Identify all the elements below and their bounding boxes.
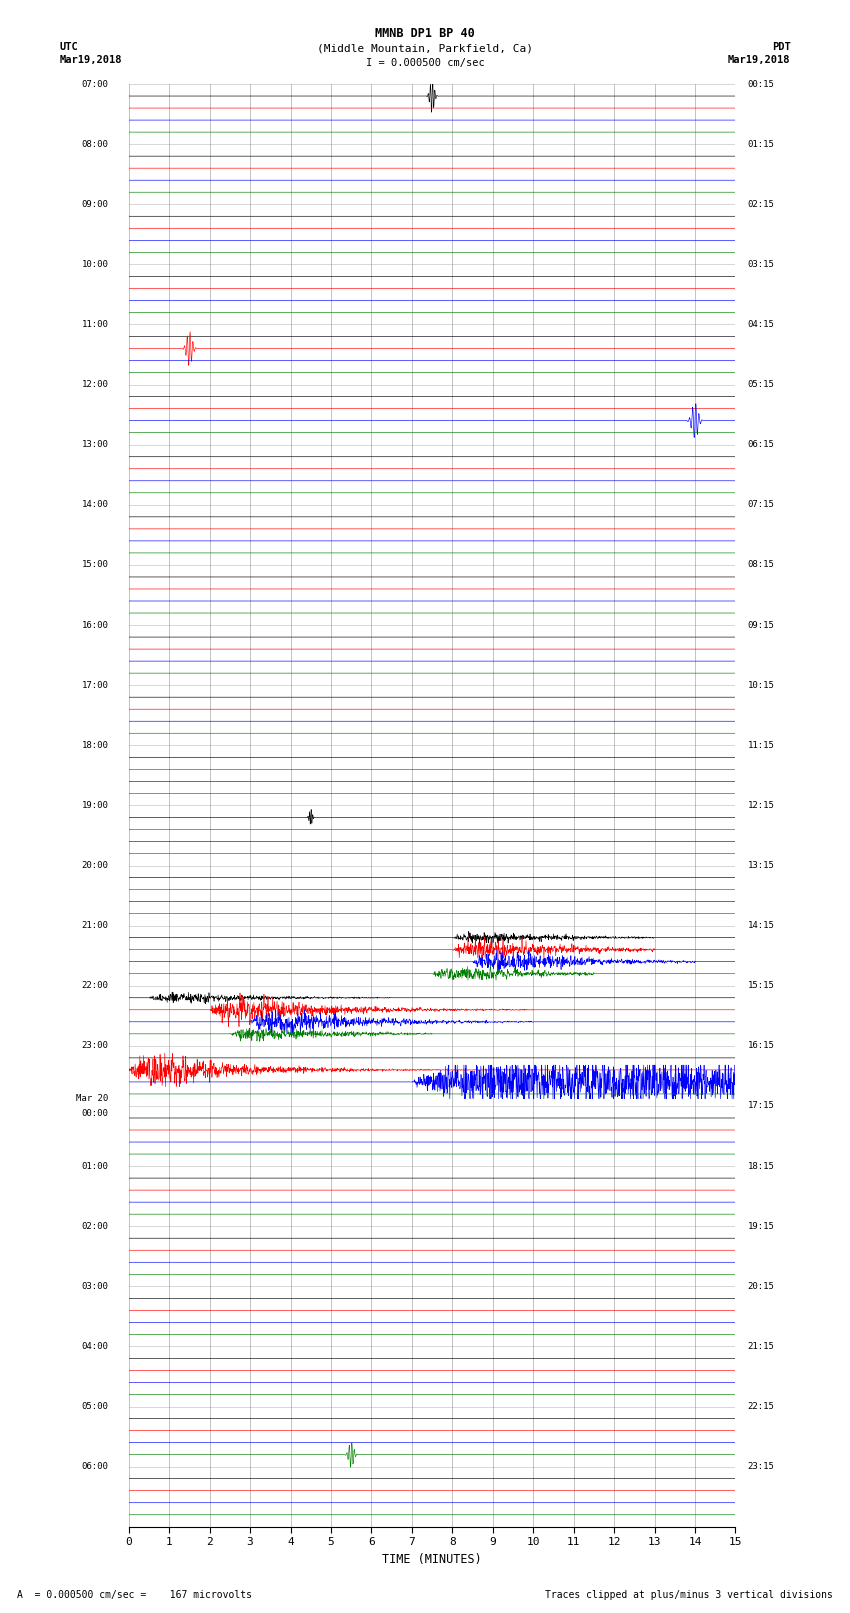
Text: 17:15: 17:15 <box>748 1102 774 1110</box>
Text: 04:00: 04:00 <box>82 1342 109 1352</box>
Text: 12:00: 12:00 <box>82 381 109 389</box>
Text: 10:00: 10:00 <box>82 260 109 269</box>
Text: 09:00: 09:00 <box>82 200 109 208</box>
Text: 21:15: 21:15 <box>748 1342 774 1352</box>
Text: 06:15: 06:15 <box>748 440 774 448</box>
Text: 08:00: 08:00 <box>82 140 109 148</box>
Text: 20:15: 20:15 <box>748 1282 774 1290</box>
Text: 03:00: 03:00 <box>82 1282 109 1290</box>
Text: 16:15: 16:15 <box>748 1042 774 1050</box>
Text: 04:15: 04:15 <box>748 319 774 329</box>
Text: 11:00: 11:00 <box>82 319 109 329</box>
Text: Traces clipped at plus/minus 3 vertical divisions: Traces clipped at plus/minus 3 vertical … <box>545 1590 833 1600</box>
Text: 10:15: 10:15 <box>748 681 774 690</box>
Text: 05:15: 05:15 <box>748 381 774 389</box>
Text: 00:00: 00:00 <box>82 1110 109 1118</box>
Text: 02:15: 02:15 <box>748 200 774 208</box>
Text: 13:00: 13:00 <box>82 440 109 448</box>
Text: 14:15: 14:15 <box>748 921 774 931</box>
Text: 06:00: 06:00 <box>82 1461 109 1471</box>
Text: 02:00: 02:00 <box>82 1221 109 1231</box>
Text: 07:00: 07:00 <box>82 79 109 89</box>
Text: 01:00: 01:00 <box>82 1161 109 1171</box>
Text: 03:15: 03:15 <box>748 260 774 269</box>
Text: 19:00: 19:00 <box>82 802 109 810</box>
Text: 23:00: 23:00 <box>82 1042 109 1050</box>
Text: 09:15: 09:15 <box>748 621 774 629</box>
Text: 15:00: 15:00 <box>82 560 109 569</box>
X-axis label: TIME (MINUTES): TIME (MINUTES) <box>382 1553 482 1566</box>
Text: 19:15: 19:15 <box>748 1221 774 1231</box>
Text: 00:15: 00:15 <box>748 79 774 89</box>
Text: 08:15: 08:15 <box>748 560 774 569</box>
Text: A  = 0.000500 cm/sec =    167 microvolts: A = 0.000500 cm/sec = 167 microvolts <box>17 1590 252 1600</box>
Text: 21:00: 21:00 <box>82 921 109 931</box>
Text: PDT: PDT <box>772 42 791 52</box>
Text: 23:15: 23:15 <box>748 1461 774 1471</box>
Text: 07:15: 07:15 <box>748 500 774 510</box>
Text: 05:00: 05:00 <box>82 1402 109 1411</box>
Text: Mar19,2018: Mar19,2018 <box>60 55 122 65</box>
Text: Mar 20: Mar 20 <box>76 1094 109 1103</box>
Text: 22:00: 22:00 <box>82 981 109 990</box>
Text: I = 0.000500 cm/sec: I = 0.000500 cm/sec <box>366 58 484 68</box>
Text: UTC: UTC <box>60 42 78 52</box>
Text: 12:15: 12:15 <box>748 802 774 810</box>
Text: 18:15: 18:15 <box>748 1161 774 1171</box>
Text: 15:15: 15:15 <box>748 981 774 990</box>
Text: 17:00: 17:00 <box>82 681 109 690</box>
Text: (Middle Mountain, Parkfield, Ca): (Middle Mountain, Parkfield, Ca) <box>317 44 533 53</box>
Text: 18:00: 18:00 <box>82 740 109 750</box>
Text: 20:00: 20:00 <box>82 861 109 869</box>
Text: Mar19,2018: Mar19,2018 <box>728 55 791 65</box>
Text: 22:15: 22:15 <box>748 1402 774 1411</box>
Text: 14:00: 14:00 <box>82 500 109 510</box>
Text: 13:15: 13:15 <box>748 861 774 869</box>
Text: 01:15: 01:15 <box>748 140 774 148</box>
Text: MMNB DP1 BP 40: MMNB DP1 BP 40 <box>375 27 475 40</box>
Text: 16:00: 16:00 <box>82 621 109 629</box>
Text: 11:15: 11:15 <box>748 740 774 750</box>
